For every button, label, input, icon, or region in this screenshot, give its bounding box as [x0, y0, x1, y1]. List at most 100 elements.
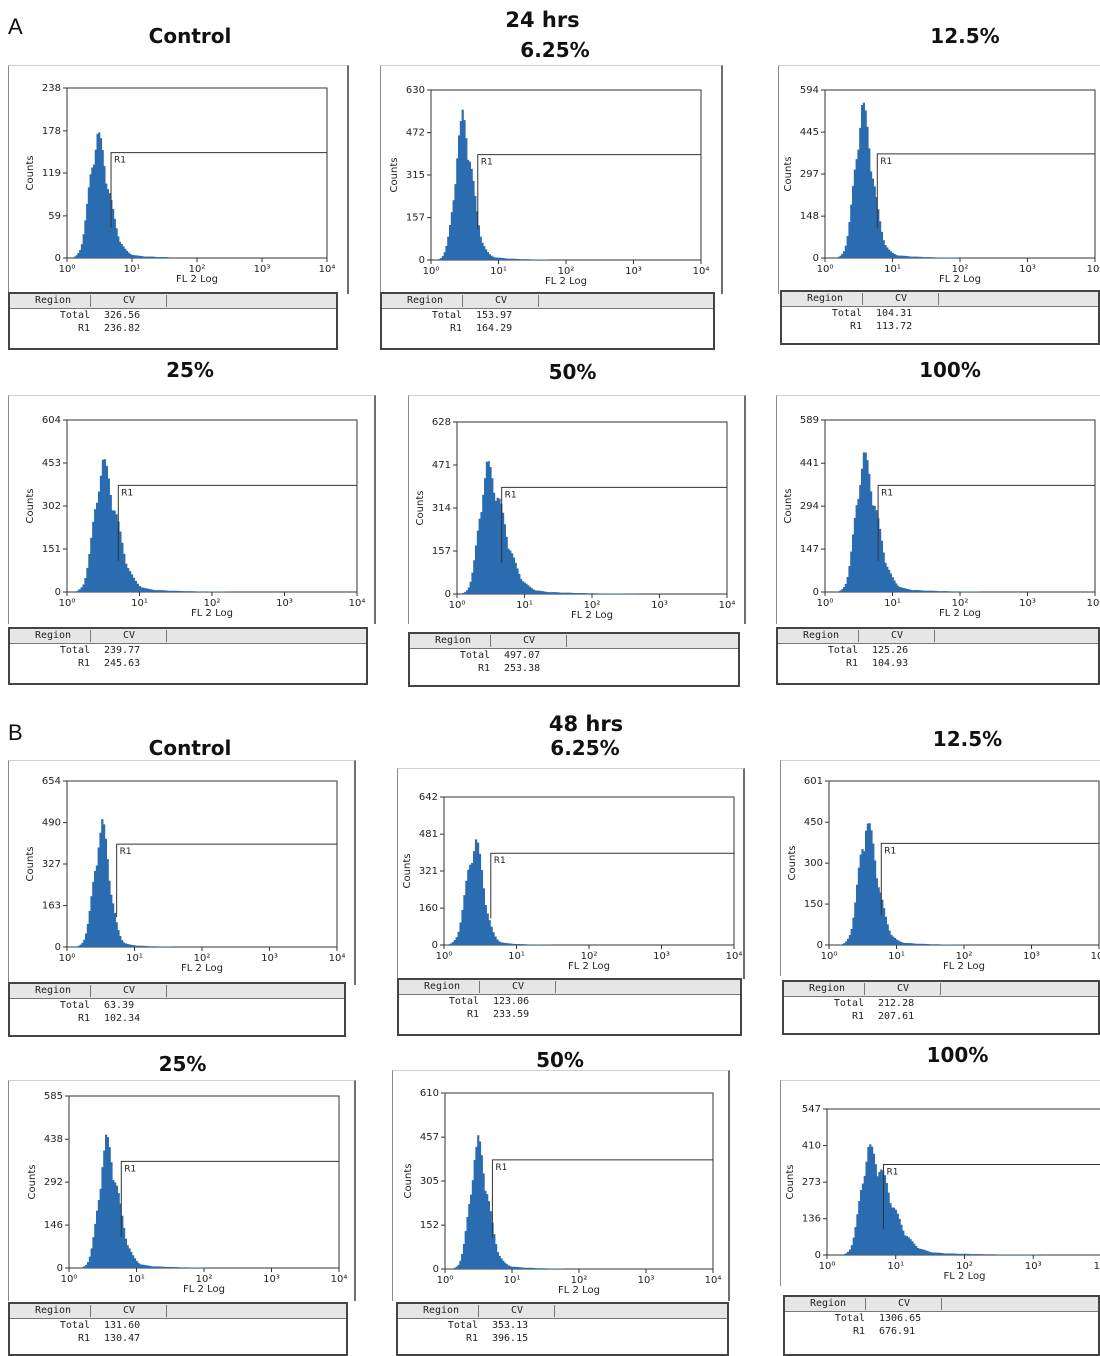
histogram-bar	[122, 942, 125, 947]
histogram-bar	[847, 1251, 850, 1255]
histogram-bar	[463, 120, 466, 260]
histogram-bar	[97, 491, 101, 592]
histogram-bar	[496, 939, 499, 945]
histogram-bar	[462, 592, 465, 594]
histogram-bar	[493, 1234, 496, 1269]
histogram-bar	[90, 896, 93, 947]
histogram-bar	[478, 1141, 482, 1269]
r1-gate	[490, 852, 735, 919]
histogram-bar	[76, 946, 79, 947]
histogram-bar	[518, 573, 521, 594]
histogram-bar	[186, 591, 190, 592]
histogram-bar	[857, 498, 860, 592]
histogram-bar	[178, 1267, 181, 1268]
histogram-bar	[909, 256, 912, 258]
histogram-bar	[606, 593, 609, 594]
histogram-bar	[142, 1264, 145, 1268]
histogram-bar	[184, 591, 188, 592]
histogram-bar	[74, 591, 78, 592]
histogram-bar	[498, 1255, 501, 1269]
histogram-bar	[835, 257, 838, 258]
histogram-bar	[933, 1252, 936, 1255]
histogram-bar	[506, 258, 509, 260]
histogram-bar	[110, 1162, 113, 1268]
stats-row-total-label: Total	[447, 1320, 478, 1331]
histogram-bar	[99, 832, 102, 947]
histogram-bar	[893, 254, 896, 258]
histogram-bar	[486, 913, 489, 945]
histogram-bar	[128, 571, 132, 592]
stats-header-row	[10, 629, 366, 644]
histogram-bar	[447, 236, 450, 260]
histogram-bar	[872, 1153, 876, 1255]
histogram-bar	[907, 1237, 910, 1255]
histogram-bar	[146, 1265, 149, 1268]
histogram-bar	[897, 255, 900, 258]
histogram-bar	[874, 860, 877, 945]
histogram-bar	[995, 1254, 998, 1255]
histogram-bar	[922, 1249, 925, 1255]
x-tick-label: 10⁴	[1094, 1261, 1100, 1272]
histogram-bar	[96, 133, 99, 258]
histogram-bar	[895, 939, 898, 945]
stats-row-total-value: 104.31	[876, 308, 913, 319]
histogram-bar	[604, 593, 607, 594]
histogram-bar	[940, 257, 943, 258]
stats-row-total-value: 1306.65	[879, 1313, 922, 1324]
histogram-bar	[844, 245, 847, 258]
histogram-bar	[93, 164, 96, 258]
histogram-bar	[467, 869, 470, 945]
histogram-bar	[887, 1192, 890, 1255]
histogram-bar	[126, 1245, 129, 1268]
histogram-bar	[931, 1252, 934, 1255]
section-label-a: A	[8, 14, 23, 39]
histogram-bar	[583, 593, 586, 594]
histogram-bar	[440, 258, 443, 260]
histogram-bar	[525, 1267, 528, 1269]
histogram-bar	[884, 916, 887, 945]
histogram-bar	[530, 1267, 533, 1269]
histogram-bar	[157, 590, 161, 592]
stats-header-region: Region	[405, 981, 480, 993]
histogram-bar	[523, 582, 526, 594]
histogram-bar	[166, 1267, 169, 1268]
histogram-bar	[909, 589, 912, 592]
histogram-bar	[175, 590, 178, 592]
histogram-bar	[837, 591, 840, 592]
histogram-bar	[470, 1194, 473, 1269]
histogram-bar	[979, 1254, 982, 1255]
stats-row-r1-value: 104.93	[872, 658, 909, 669]
x-tick-label: 10²	[196, 1274, 213, 1285]
histogram-bar	[488, 920, 491, 945]
histogram-bar	[463, 895, 466, 945]
stats-row-total-value: 212.28	[878, 998, 915, 1009]
histogram-bar	[957, 1253, 960, 1255]
histogram-bar	[597, 593, 600, 594]
histogram-bar	[992, 1254, 995, 1255]
histogram-bar	[454, 184, 457, 260]
histogram-bar	[464, 591, 467, 594]
histogram-bar	[900, 587, 903, 592]
histogram-bar	[503, 1262, 507, 1269]
histogram-bar	[929, 1252, 932, 1255]
histogram-bar	[498, 498, 501, 594]
histogram-bar	[89, 174, 92, 258]
histogram-bar	[142, 945, 145, 947]
histogram-bar	[971, 1254, 975, 1255]
histogram-bar	[924, 590, 927, 592]
histogram-bar	[850, 204, 853, 258]
y-tick-label: 151	[42, 544, 61, 555]
histogram-bar	[108, 1147, 111, 1268]
histogram-bar	[140, 945, 143, 947]
histogram-bar	[904, 588, 907, 592]
histogram-bar	[117, 930, 120, 947]
histogram-bar	[177, 590, 180, 592]
r1-gate-label: R1	[494, 856, 506, 866]
histogram-bar	[459, 922, 462, 945]
histogram-bar	[452, 200, 455, 260]
r1-gate-label: R1	[481, 158, 493, 168]
stats-header-row	[399, 980, 740, 995]
histogram-bar	[499, 257, 502, 260]
histogram-bar	[529, 586, 532, 594]
histogram-bar	[988, 1254, 991, 1255]
